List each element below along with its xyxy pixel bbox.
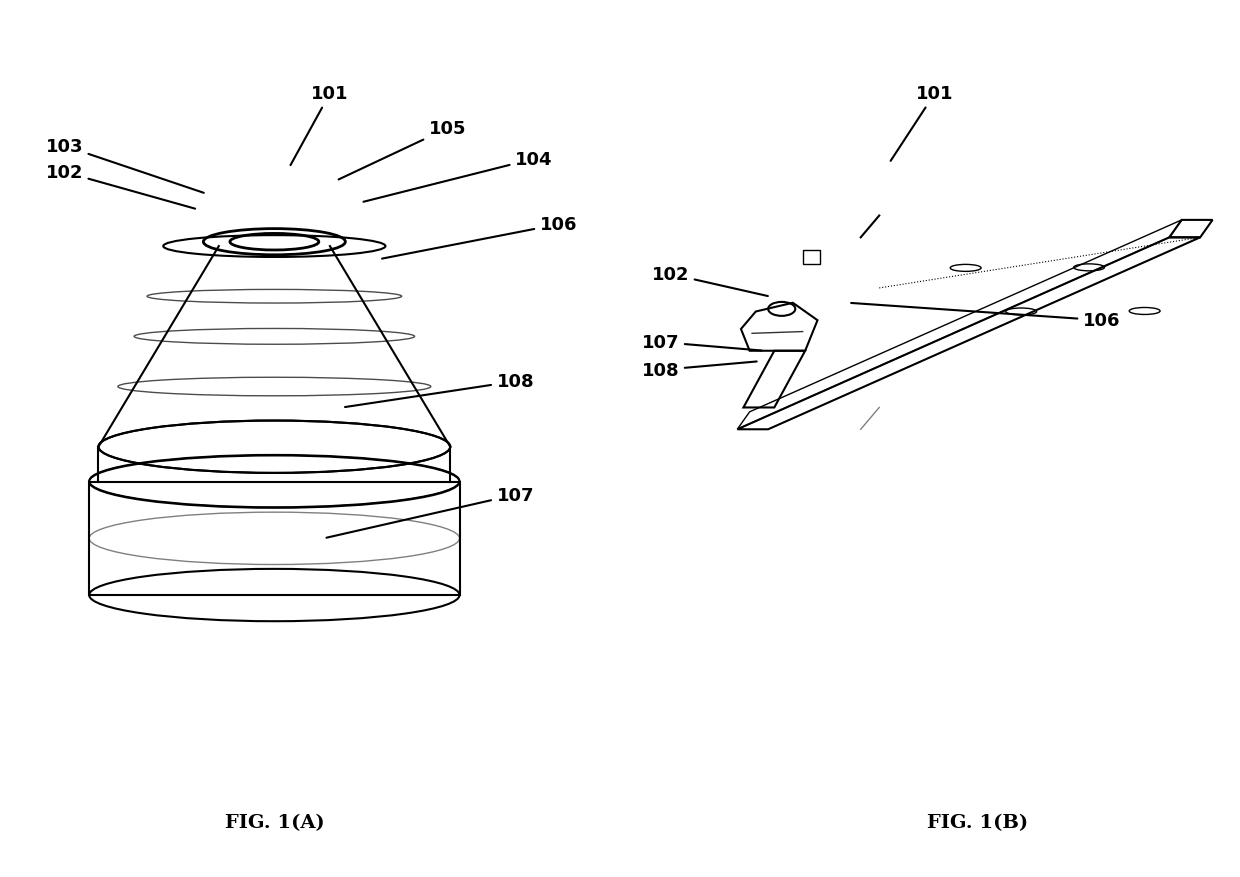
Text: 107: 107 — [326, 486, 534, 538]
Text: 104: 104 — [363, 151, 553, 203]
Text: 102: 102 — [46, 164, 195, 210]
Text: 107: 107 — [642, 333, 761, 352]
Text: 103: 103 — [46, 138, 203, 194]
Text: FIG. 1(B): FIG. 1(B) — [928, 813, 1028, 831]
Text: 108: 108 — [641, 361, 756, 380]
Text: 108: 108 — [345, 373, 534, 408]
Text: FIG. 1(A): FIG. 1(A) — [224, 813, 324, 831]
Text: 102: 102 — [652, 266, 768, 296]
Text: 101: 101 — [890, 85, 954, 161]
Text: 106: 106 — [851, 303, 1121, 330]
Text: 106: 106 — [382, 216, 578, 260]
Text: 105: 105 — [339, 120, 466, 181]
Text: 101: 101 — [290, 85, 348, 166]
